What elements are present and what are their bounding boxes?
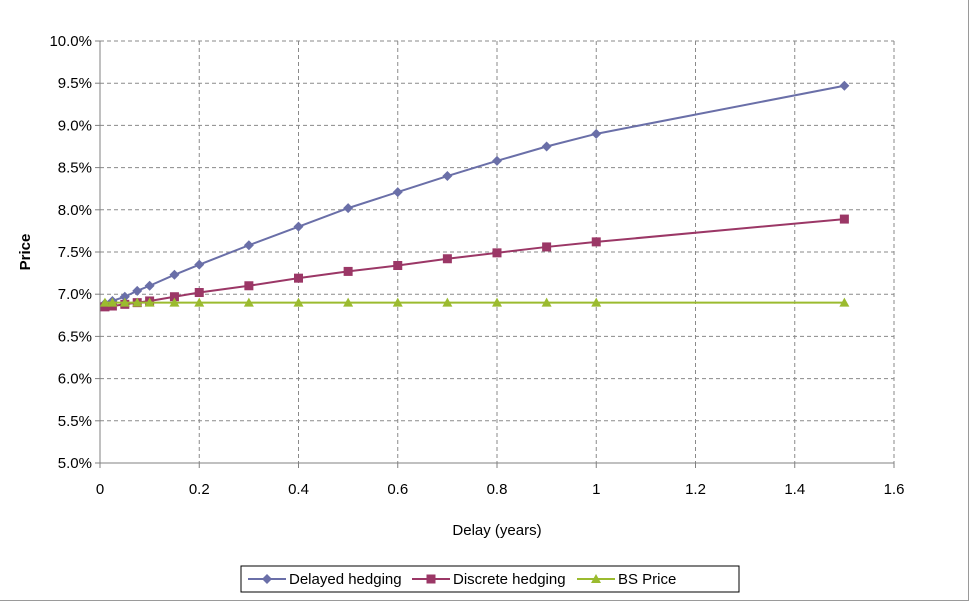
data-point-bs-price (194, 297, 205, 307)
y-tick-label: 6.5% (58, 328, 92, 345)
data-point-discrete-hedging (591, 237, 601, 247)
legend-marker (426, 574, 436, 584)
y-tick-label: 7.5% (58, 244, 92, 261)
data-point-bs-price (293, 297, 304, 307)
y-tick-labels: 5.0% 5.5% 6.0% 6.5% 7.0% 7.5% 8.0% 8.5% 9.0% 9.5%… (49, 33, 92, 472)
legend-item-discrete-hedging: Discrete hedging (412, 571, 566, 588)
x-tick-label: 1.4 (784, 481, 805, 498)
data-point-delayed-hedging (293, 221, 304, 232)
data-point-delayed-hedging (442, 171, 453, 182)
axes (95, 40, 895, 468)
data-point-delayed-hedging (144, 280, 155, 291)
y-axis-title: Price (17, 234, 34, 271)
legend-marker (262, 574, 272, 584)
data-point-discrete-hedging (244, 281, 254, 291)
data-point-discrete-hedging (839, 214, 849, 224)
data-point-delayed-hedging (392, 187, 403, 198)
data-point-bs-price (243, 297, 254, 307)
data-point-bs-price (144, 297, 155, 307)
data-point-delayed-hedging (541, 141, 552, 152)
data-point-discrete-hedging (542, 242, 552, 252)
legend-label: BS Price (618, 571, 676, 588)
data-point-delayed-hedging (492, 155, 502, 166)
data-point-bs-price (442, 297, 453, 307)
data-point-bs-price (119, 297, 130, 307)
legend-item-delayed-hedging: Delayed hedging (248, 571, 402, 588)
data-point-bs-price (591, 297, 602, 307)
data-point-bs-price (541, 297, 552, 307)
x-tick-label: 0 (96, 481, 104, 498)
x-tick-labels: 0 0.2 0.4 0.6 0.8 1 1.2 1.4 1.6 (96, 481, 905, 498)
legend-marker (591, 574, 601, 583)
x-tick-label: 1.6 (884, 481, 905, 498)
gridlines (100, 40, 895, 463)
data-point-discrete-hedging (294, 273, 303, 283)
x-axis-title: Delay (years) (452, 522, 541, 539)
data-point-discrete-hedging (442, 254, 452, 264)
legend-box (240, 565, 740, 593)
data-point-bs-price (492, 297, 502, 307)
series-bs-price (99, 297, 850, 307)
data-point-delayed-hedging (119, 291, 130, 302)
data-point-discrete-hedging (393, 261, 403, 271)
y-tick-label: 6.0% (58, 371, 92, 388)
series-line-delayed-hedging (104, 84, 845, 305)
y-tick-label: 5.0% (58, 455, 92, 472)
legend-label: Discrete hedging (453, 571, 566, 588)
x-tick-label: 0.4 (288, 481, 309, 498)
data-point-delayed-hedging (132, 285, 143, 296)
data-point-discrete-hedging (492, 248, 502, 258)
y-tick-label: 10.0% (49, 33, 92, 50)
data-point-discrete-hedging (100, 302, 110, 312)
y-tick-label: 5.5% (58, 413, 92, 430)
series-group (99, 80, 850, 312)
x-tick-label: 1.2 (685, 481, 706, 498)
data-point-delayed-hedging (591, 128, 602, 139)
data-point-discrete-hedging (343, 266, 353, 276)
y-tick-label: 7.0% (58, 286, 92, 303)
data-point-bs-price (169, 297, 180, 307)
y-tick-label: 9.5% (58, 75, 92, 92)
data-point-delayed-hedging (839, 80, 850, 91)
data-point-bs-price (392, 297, 403, 307)
legend: Delayed hedging Discrete hedging BS Price (240, 565, 740, 593)
data-point-bs-price (839, 297, 850, 307)
x-tick-label: 0.6 (387, 481, 408, 498)
data-point-bs-price (343, 297, 354, 307)
data-point-bs-price (132, 297, 143, 307)
x-tick-label: 1 (592, 481, 600, 498)
x-tick-label: 0.8 (487, 481, 508, 498)
legend-label: Delayed hedging (289, 571, 402, 588)
data-point-delayed-hedging (194, 259, 205, 270)
data-point-delayed-hedging (169, 269, 180, 280)
data-point-discrete-hedging (194, 288, 204, 298)
x-tick-label: 0.2 (189, 481, 210, 498)
data-point-delayed-hedging (343, 203, 354, 214)
legend-item-bs-price: BS Price (577, 571, 676, 588)
data-point-bs-price (107, 297, 118, 307)
y-tick-label: 8.0% (58, 202, 92, 219)
data-point-discrete-hedging (169, 292, 179, 302)
y-tick-label: 9.0% (58, 117, 92, 134)
y-tick-label: 8.5% (58, 160, 92, 177)
data-point-delayed-hedging (243, 240, 254, 251)
data-point-bs-price (99, 297, 110, 307)
